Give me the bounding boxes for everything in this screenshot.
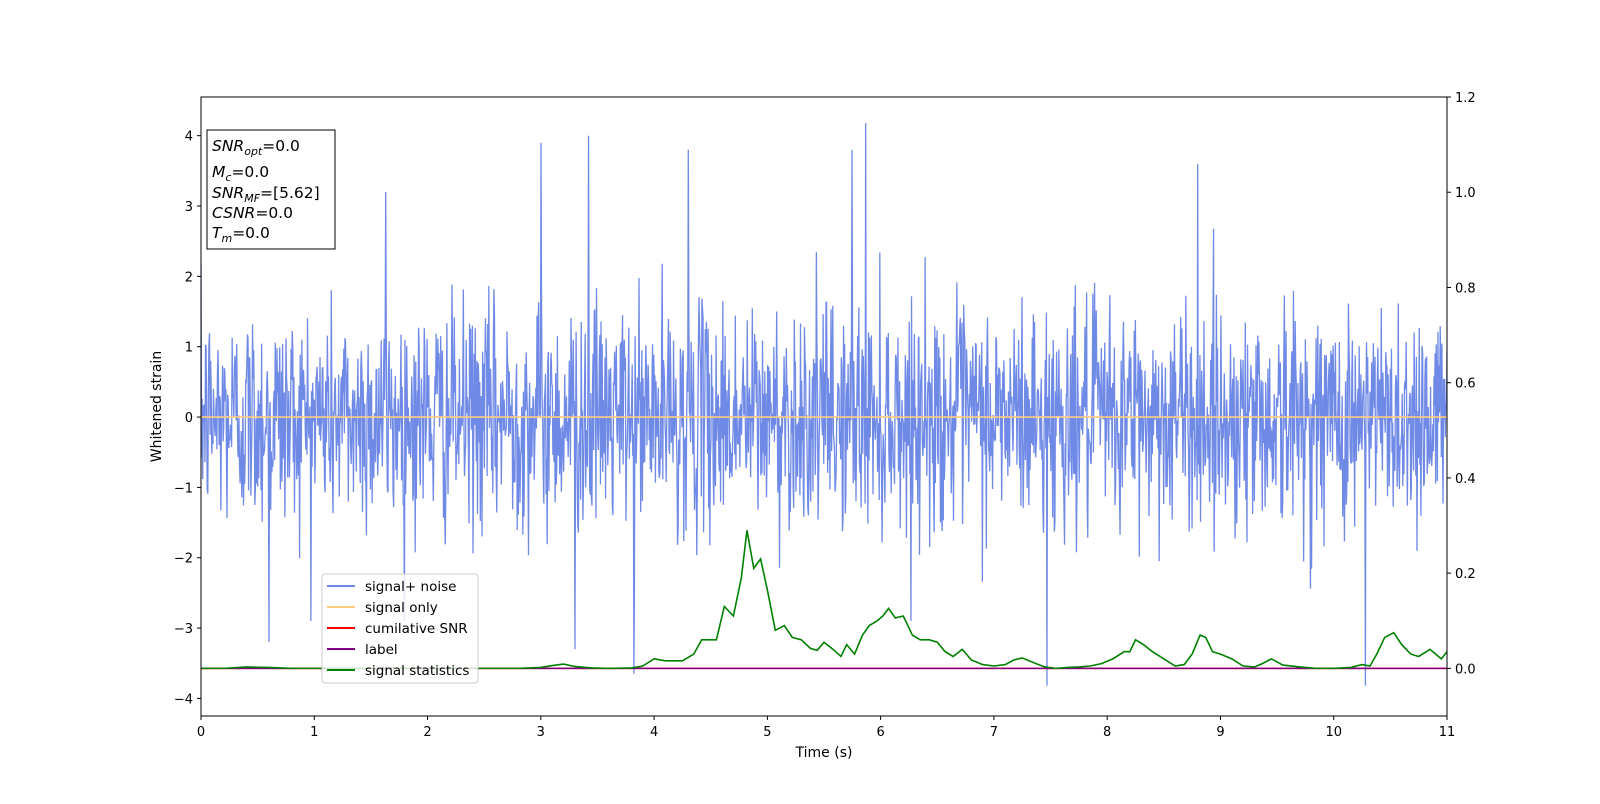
y-axis-label: Whitened strain (149, 351, 165, 462)
y-tick-label: 3 (185, 200, 193, 215)
y2-tick-label: 0.8 (1455, 281, 1476, 296)
info-subscript: c (225, 171, 231, 184)
y2-tick-label: 0.6 (1455, 377, 1476, 392)
y2-tick-label: 0.4 (1455, 472, 1476, 487)
x-tick-label: 5 (763, 725, 771, 740)
x-tick-label: 0 (197, 725, 205, 740)
legend: signal+ noise signal only cumilative SNR la… (321, 573, 479, 684)
x-tick-label: 1 (310, 725, 318, 740)
legend-label: signal only (365, 600, 438, 616)
legend-label: label (365, 642, 398, 658)
info-value: =0.0 (262, 137, 300, 155)
info-value: =[5.62] (260, 184, 320, 202)
info-value: =0.0 (231, 163, 269, 181)
info-line: Tm=0.0 (212, 224, 270, 245)
legend-frame (321, 573, 479, 684)
info-main: CSNR (212, 204, 255, 222)
info-main: SNR (212, 137, 244, 155)
x-tick-label: 7 (990, 725, 998, 740)
y2-tick-label: 1.2 (1455, 91, 1476, 106)
legend-label: signal+ noise (365, 579, 456, 595)
info-value: =0.0 (255, 204, 293, 222)
info-box-frame (206, 129, 336, 250)
info-subscript: m (221, 232, 232, 245)
x-tick-label: 11 (1439, 725, 1456, 740)
x-tick-label: 4 (650, 725, 658, 740)
x-tick-label: 6 (876, 725, 884, 740)
info-box: SNRopt=0.0Mc=0.0SNRMF=[5.62]CSNR=0.0Tm=0… (206, 129, 336, 250)
legend-label: cumilative SNR (365, 621, 468, 637)
y-tick-label: −1 (174, 481, 193, 496)
series-signal-statistics-line (201, 530, 1447, 670)
y-tick-label: 2 (185, 270, 193, 285)
info-main: M (212, 163, 225, 181)
y-tick-label: 4 (185, 130, 193, 145)
x-tick-label: 9 (1216, 725, 1224, 740)
y2-tick-label: 0.2 (1455, 567, 1476, 582)
x-tick-label: 3 (537, 725, 545, 740)
x-tick-label: 8 (1103, 725, 1111, 740)
y-tick-label: 0 (185, 411, 193, 426)
info-line: Mc=0.0 (212, 163, 269, 184)
y-tick-label: 1 (185, 341, 193, 356)
legend-label: signal statistics (365, 663, 469, 679)
plot-frame (200, 96, 1448, 717)
info-main: SNR (212, 184, 244, 202)
y2-tick-label: 0.0 (1455, 662, 1476, 677)
y2-tick-label: 1.0 (1455, 186, 1476, 201)
y-tick-label: −4 (174, 692, 193, 707)
axes: 0 1 2 3 4 5 6 7 8 9 10 11 −4 −3 −2 −1 0 1 2 3 4 0.0 0.2 0.4 0.6 0… (149, 91, 1476, 761)
y-tick-label: −2 (174, 552, 193, 567)
info-main: T (212, 224, 223, 242)
x-axis-label: Time (s) (795, 745, 853, 761)
info-line: SNRMF=[5.62] (212, 184, 320, 205)
info-subscript: MF (244, 192, 260, 205)
info-subscript: opt (244, 145, 263, 158)
series-signal-noise-line (201, 123, 1447, 686)
x-tick-label: 10 (1325, 725, 1342, 740)
x-tick-label: 2 (423, 725, 431, 740)
info-value: =0.0 (232, 224, 270, 242)
y-tick-label: −3 (174, 622, 193, 637)
info-line: SNRopt=0.0 (212, 137, 300, 158)
info-line: CSNR=0.0 (212, 204, 293, 222)
